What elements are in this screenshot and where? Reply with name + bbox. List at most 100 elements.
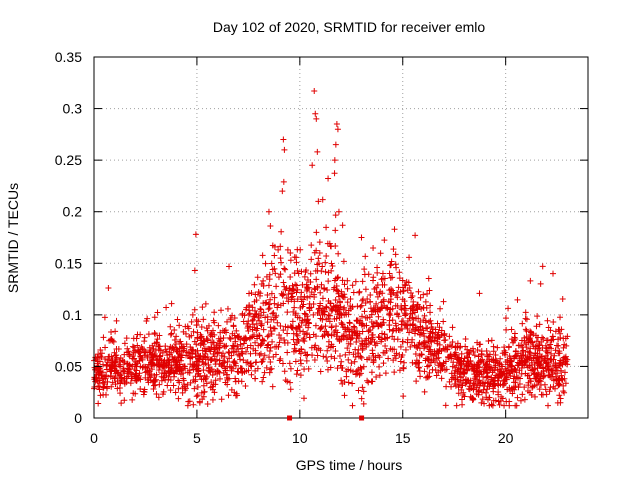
data-point <box>440 318 447 325</box>
data-point <box>471 361 478 368</box>
data-point <box>501 370 508 377</box>
data-point <box>389 317 396 324</box>
data-point <box>150 345 157 352</box>
data-point <box>376 354 383 361</box>
data-point <box>199 304 206 311</box>
x-tick-label: 20 <box>498 430 514 446</box>
data-point <box>298 346 305 353</box>
data-point <box>267 328 274 335</box>
data-point <box>364 314 371 321</box>
data-point <box>296 324 303 331</box>
data-point <box>191 338 198 345</box>
data-point <box>178 344 185 351</box>
data-point <box>322 268 329 275</box>
data-point <box>117 361 124 368</box>
data-point <box>293 254 300 261</box>
data-point <box>211 319 218 326</box>
data-point <box>222 343 229 350</box>
data-point <box>378 299 385 306</box>
x-tick-label: 0 <box>90 430 98 446</box>
data-point <box>325 332 332 339</box>
data-point <box>555 380 562 387</box>
data-point <box>486 394 493 401</box>
data-point <box>518 364 525 371</box>
data-point <box>132 361 139 368</box>
data-point <box>328 260 335 267</box>
data-point <box>271 325 278 332</box>
data-point <box>284 349 291 356</box>
data-point <box>361 308 368 315</box>
data-point <box>102 375 109 382</box>
data-point <box>546 372 553 379</box>
data-point <box>527 350 534 357</box>
data-point <box>521 384 528 391</box>
data-point <box>529 361 536 368</box>
data-point <box>458 396 465 403</box>
data-point <box>449 324 456 331</box>
data-point <box>533 381 540 388</box>
data-point <box>200 316 207 323</box>
data-point <box>167 377 174 384</box>
y-tick-label: 0.25 <box>55 152 82 168</box>
data-point <box>536 347 543 354</box>
data-point <box>95 358 102 365</box>
data-point <box>287 365 294 372</box>
data-point <box>309 352 316 359</box>
data-point <box>176 322 183 329</box>
data-point <box>338 288 345 295</box>
data-point <box>497 397 504 404</box>
data-point-peak <box>309 162 316 169</box>
data-point <box>422 298 429 305</box>
data-point <box>399 288 406 295</box>
data-point <box>360 400 367 407</box>
data-point-peak <box>412 232 419 239</box>
data-point <box>97 353 104 360</box>
data-point <box>559 375 566 382</box>
data-point <box>534 334 541 341</box>
data-point <box>114 378 121 385</box>
data-point <box>400 393 407 400</box>
data-point <box>338 377 345 384</box>
data-point <box>508 326 515 333</box>
data-point <box>305 324 312 331</box>
data-point <box>231 389 238 396</box>
data-point <box>250 345 257 352</box>
data-point <box>194 335 201 342</box>
data-point <box>260 277 267 284</box>
data-point <box>389 333 396 340</box>
y-tick-label: 0.1 <box>63 307 83 323</box>
data-point <box>397 343 404 350</box>
data-point <box>252 375 259 382</box>
data-point <box>360 388 367 395</box>
y-tick-label: 0.15 <box>55 255 82 271</box>
data-point <box>375 313 382 320</box>
data-point <box>168 300 175 307</box>
data-point <box>348 360 355 367</box>
data-point <box>516 355 523 362</box>
data-point <box>269 310 276 317</box>
data-point <box>295 270 302 277</box>
data-point <box>396 275 403 282</box>
data-point <box>334 287 341 294</box>
data-point <box>514 296 521 303</box>
data-point <box>542 386 549 393</box>
data-point <box>362 253 369 260</box>
y-axis-label: SRMTID / TECUs <box>5 183 21 293</box>
data-point <box>373 300 380 307</box>
data-point <box>382 370 389 377</box>
data-point <box>501 402 508 409</box>
data-point <box>121 380 128 387</box>
data-point <box>107 373 114 380</box>
data-point <box>524 353 531 360</box>
data-point <box>544 363 551 370</box>
data-point <box>510 384 517 391</box>
data-point <box>456 354 463 361</box>
data-point <box>488 401 495 408</box>
data-point <box>413 304 420 311</box>
data-point <box>458 374 465 381</box>
data-point <box>108 329 115 336</box>
data-point <box>427 335 434 342</box>
data-point <box>153 362 160 369</box>
data-point <box>264 333 271 340</box>
data-point <box>399 296 406 303</box>
